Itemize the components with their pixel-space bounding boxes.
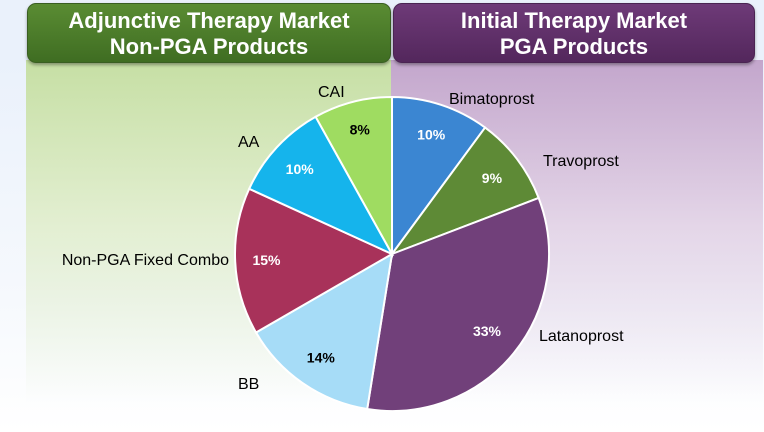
- adjunctive-header-line1: Adjunctive Therapy Market: [68, 8, 350, 33]
- pie-slice-bimatoprost: [391, 95, 487, 258]
- pct-label-aa: 10%: [286, 161, 315, 177]
- pie-slice-travoprost: [389, 126, 540, 257]
- category-label-bimatoprost: Bimatoprost: [449, 91, 535, 108]
- category-label-aa: AA: [238, 134, 260, 151]
- pct-label-travoprost: 9%: [482, 170, 503, 186]
- initial-market-header: Initial Therapy Market PGA Products: [393, 3, 755, 63]
- pie-slice-cai: [314, 95, 393, 258]
- category-label-bb: BB: [238, 376, 259, 393]
- pct-label-latanoprost: 33%: [473, 323, 502, 339]
- pct-label-bb: 14%: [307, 350, 336, 366]
- category-label-latanoprost: Latanoprost: [539, 328, 624, 345]
- pct-label-bimatoprost: 10%: [417, 127, 446, 143]
- category-label-travoprost: Travoprost: [543, 153, 619, 170]
- pct-label-non-pga-fixed-combo: 15%: [252, 252, 281, 268]
- pie-slice-bb: [254, 252, 394, 411]
- initial-header-line1: Initial Therapy Market: [460, 8, 688, 33]
- pie-slice-aa: [247, 115, 395, 257]
- category-label-cai: CAI: [318, 84, 345, 101]
- initial-header-line2: PGA Products: [499, 34, 649, 59]
- pie-slice-non-pga-fixed-combo: [234, 187, 395, 334]
- category-label-non-pga-fixed-combo: Non-PGA Fixed Combo: [62, 252, 229, 269]
- pct-label-cai: 8%: [350, 121, 371, 137]
- adjunctive-header-line2: Non-PGA Products: [109, 34, 309, 59]
- pie-slice-latanoprost: [366, 196, 550, 412]
- adjunctive-market-header: Adjunctive Therapy Market Non-PGA Produc…: [27, 3, 391, 63]
